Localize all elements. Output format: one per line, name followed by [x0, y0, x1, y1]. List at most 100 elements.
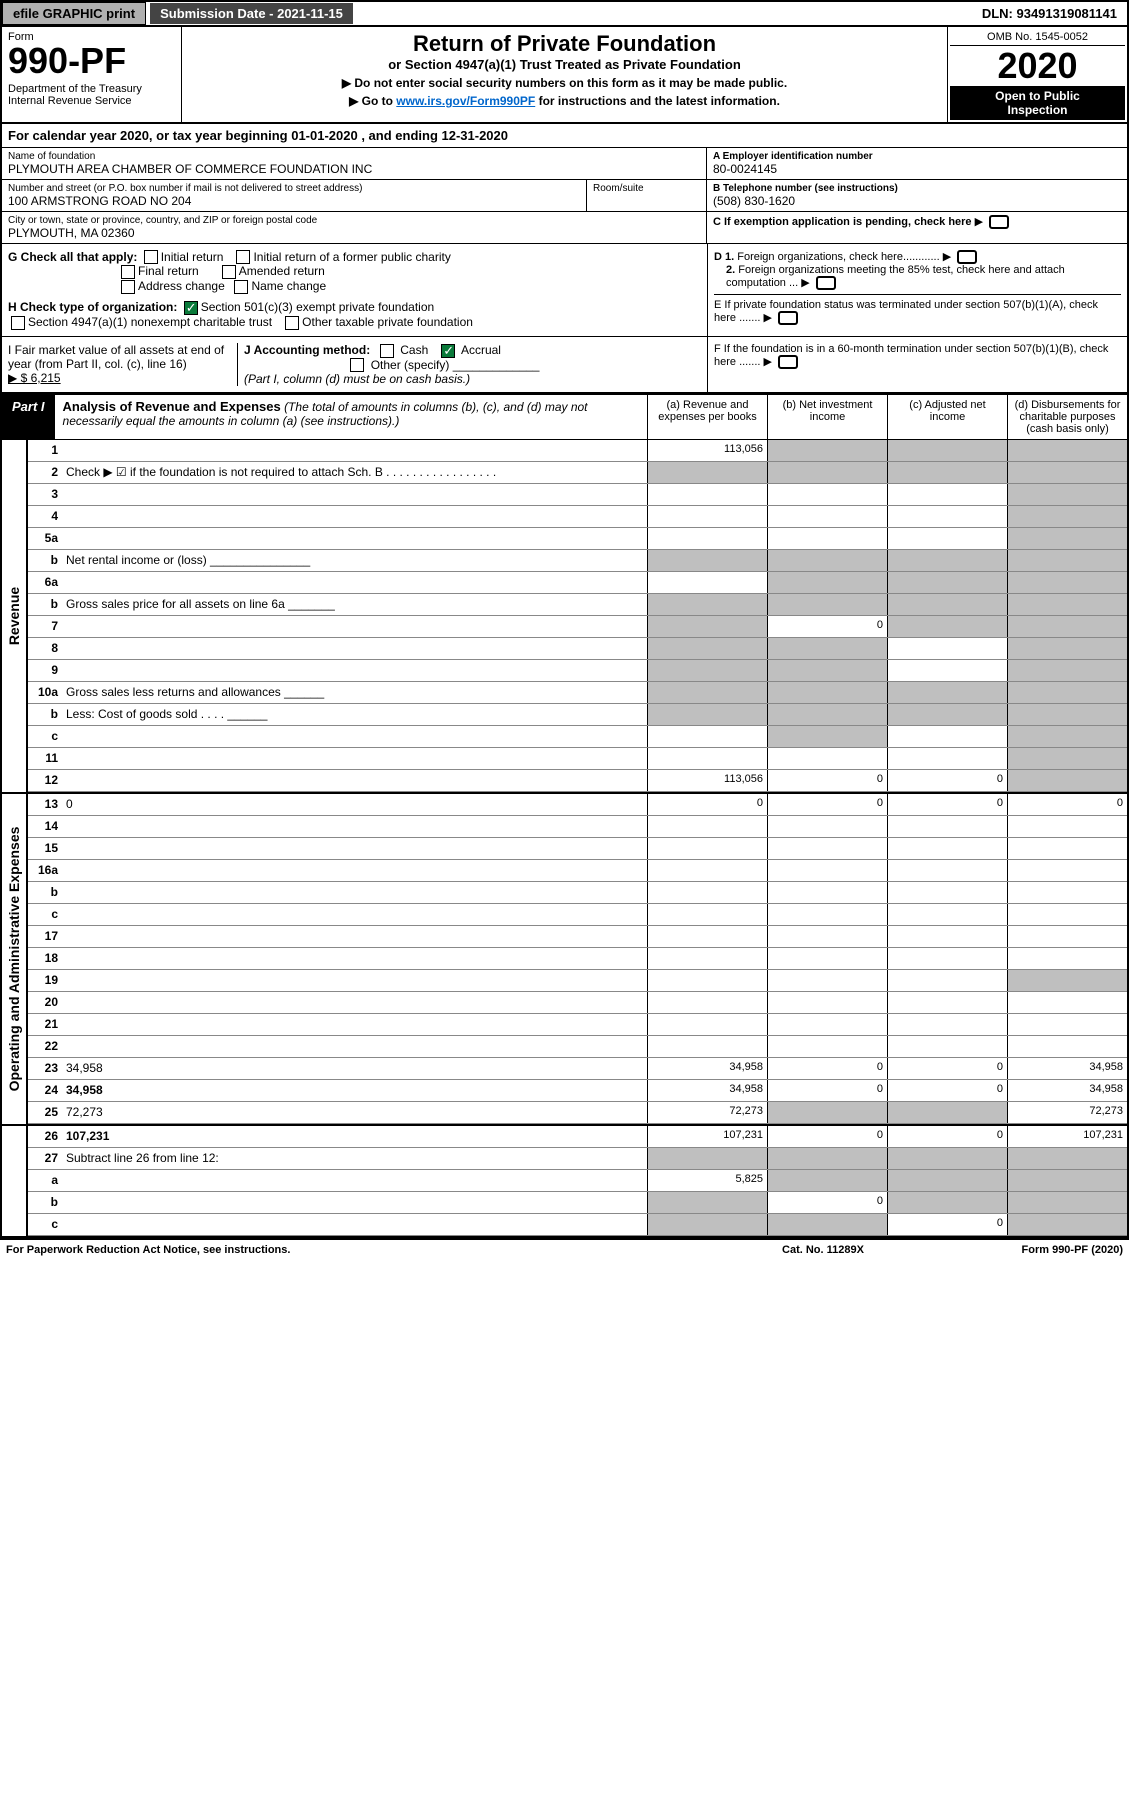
f-checkbox[interactable] — [778, 355, 798, 369]
opt-other: Other (specify) — [371, 358, 450, 372]
address-label: Number and street (or P.O. box number if… — [8, 183, 580, 194]
cell-a — [647, 528, 767, 549]
open-to-public: Open to Public Inspection — [950, 86, 1125, 120]
accrual-checkbox[interactable] — [441, 344, 455, 358]
row-number: 10a — [28, 682, 62, 703]
row-number: 11 — [28, 748, 62, 769]
name-ein-row: Name of foundation PLYMOUTH AREA CHAMBER… — [2, 148, 1127, 180]
cell-c — [887, 1170, 1007, 1191]
cell-c — [887, 572, 1007, 593]
cell-a — [647, 1036, 767, 1057]
cell-a — [647, 860, 767, 881]
e-checkbox[interactable] — [778, 311, 798, 325]
row-description — [62, 616, 647, 637]
cell-b: 0 — [767, 1192, 887, 1213]
cell-a — [647, 638, 767, 659]
cell-b — [767, 992, 887, 1013]
c-checkbox[interactable] — [989, 215, 1009, 229]
cash-checkbox[interactable] — [380, 344, 394, 358]
row-number: 2 — [28, 462, 62, 483]
part1-header: Part I Analysis of Revenue and Expenses … — [2, 393, 1127, 440]
row-number: 13 — [28, 794, 62, 815]
j-label: J Accounting method: — [244, 343, 370, 357]
row-description: Gross sales less returns and allowances … — [62, 682, 647, 703]
cell-b — [767, 882, 887, 903]
table-row: 15 — [28, 838, 1127, 860]
efile-print-button[interactable]: efile GRAPHIC print — [2, 2, 146, 25]
row-number: 22 — [28, 1036, 62, 1057]
501c3-checkbox[interactable] — [184, 301, 198, 315]
i-value: ▶ $ 6,215 — [8, 371, 61, 385]
col-d-header: (d) Disbursements for charitable purpose… — [1007, 395, 1127, 439]
cell-b — [767, 926, 887, 947]
cell-b — [767, 440, 887, 461]
i-label: I Fair market value of all assets at end… — [8, 343, 224, 371]
row-number: 21 — [28, 1014, 62, 1035]
address-change-checkbox[interactable] — [121, 280, 135, 294]
cell-c — [887, 462, 1007, 483]
cell-d — [1007, 904, 1127, 925]
cell-b — [767, 550, 887, 571]
cell-c — [887, 838, 1007, 859]
row-description — [62, 1036, 647, 1057]
cell-d — [1007, 1214, 1127, 1235]
4947-checkbox[interactable] — [11, 316, 25, 330]
row-description: Less: Cost of goods sold . . . . ______ — [62, 704, 647, 725]
cell-c — [887, 704, 1007, 725]
arrow-icon: ▶ — [764, 312, 772, 324]
instructions-link[interactable]: www.irs.gov/Form990PF — [396, 94, 535, 108]
cell-a — [647, 948, 767, 969]
cell-c — [887, 970, 1007, 991]
cell-b — [767, 638, 887, 659]
final-return-checkbox[interactable] — [121, 265, 135, 279]
cell-a: 72,273 — [647, 1102, 767, 1123]
cell-b — [767, 682, 887, 703]
cell-d — [1007, 1014, 1127, 1035]
initial-former-checkbox[interactable] — [236, 250, 250, 264]
d2-row: 2. Foreign organizations meeting the 85%… — [714, 264, 1121, 290]
row-description — [62, 992, 647, 1013]
amended-checkbox[interactable] — [222, 265, 236, 279]
phone-value: (508) 830-1620 — [713, 194, 1121, 208]
table-row: 2434,95834,9580034,958 — [28, 1080, 1127, 1102]
cell-c — [887, 660, 1007, 681]
form-title: Return of Private Foundation — [190, 31, 939, 57]
note2-pre: ▶ Go to — [349, 94, 396, 108]
cell-c — [887, 882, 1007, 903]
cell-c — [887, 594, 1007, 615]
tax-year: 2020 — [950, 46, 1125, 86]
d2-checkbox[interactable] — [816, 276, 836, 290]
table-row: 20 — [28, 992, 1127, 1014]
paperwork-notice: For Paperwork Reduction Act Notice, see … — [6, 1244, 723, 1256]
row-number: c — [28, 726, 62, 747]
other-taxable-checkbox[interactable] — [285, 316, 299, 330]
row-description: 34,958 — [62, 1080, 647, 1101]
other-method-checkbox[interactable] — [350, 358, 364, 372]
department-label: Department of the Treasury Internal Reve… — [8, 83, 175, 107]
row-number: 6a — [28, 572, 62, 593]
row-description — [62, 882, 647, 903]
row-description — [62, 838, 647, 859]
row-description — [62, 528, 647, 549]
cell-a — [647, 748, 767, 769]
row-number: 19 — [28, 970, 62, 991]
table-row: bNet rental income or (loss) ___________… — [28, 550, 1127, 572]
cell-a — [647, 1148, 767, 1169]
table-row: 3 — [28, 484, 1127, 506]
cell-c: 0 — [887, 1214, 1007, 1235]
form-number: 990-PF — [8, 43, 175, 79]
name-change-checkbox[interactable] — [234, 280, 248, 294]
cell-d — [1007, 550, 1127, 571]
initial-return-checkbox[interactable] — [144, 250, 158, 264]
form-container: efile GRAPHIC print Submission Date - 20… — [0, 0, 1129, 1238]
d1-checkbox[interactable] — [957, 250, 977, 264]
col-a-header: (a) Revenue and expenses per books — [647, 395, 767, 439]
d1-row: D 1. D 1. Foreign organizations, check h… — [714, 250, 1121, 264]
cell-d: 107,231 — [1007, 1126, 1127, 1147]
row-description: Net rental income or (loss) ____________… — [62, 550, 647, 571]
row-number: b — [28, 594, 62, 615]
row-number: 1 — [28, 440, 62, 461]
cell-b: 0 — [767, 1058, 887, 1079]
opt-initial: Initial return — [161, 250, 224, 264]
table-row: 4 — [28, 506, 1127, 528]
